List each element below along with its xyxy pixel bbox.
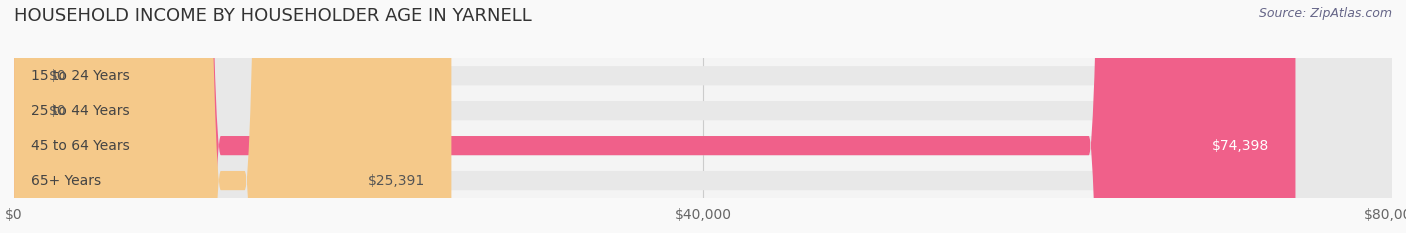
Text: $25,391: $25,391 <box>368 174 426 188</box>
Text: 25 to 44 Years: 25 to 44 Years <box>31 104 129 118</box>
FancyBboxPatch shape <box>14 0 1392 233</box>
FancyBboxPatch shape <box>14 0 1392 233</box>
FancyBboxPatch shape <box>14 0 451 233</box>
FancyBboxPatch shape <box>14 0 1295 233</box>
Text: 15 to 24 Years: 15 to 24 Years <box>31 69 129 83</box>
Text: HOUSEHOLD INCOME BY HOUSEHOLDER AGE IN YARNELL: HOUSEHOLD INCOME BY HOUSEHOLDER AGE IN Y… <box>14 7 531 25</box>
FancyBboxPatch shape <box>14 0 1392 233</box>
Bar <box>14 93 1392 128</box>
Text: $0: $0 <box>48 69 66 83</box>
Bar <box>14 58 1392 93</box>
Bar <box>14 128 1392 163</box>
Text: 45 to 64 Years: 45 to 64 Years <box>31 139 129 153</box>
Text: $74,398: $74,398 <box>1212 139 1270 153</box>
Bar <box>14 163 1392 198</box>
Text: 65+ Years: 65+ Years <box>31 174 101 188</box>
Text: Source: ZipAtlas.com: Source: ZipAtlas.com <box>1258 7 1392 20</box>
FancyBboxPatch shape <box>14 0 1392 233</box>
Text: $0: $0 <box>48 104 66 118</box>
